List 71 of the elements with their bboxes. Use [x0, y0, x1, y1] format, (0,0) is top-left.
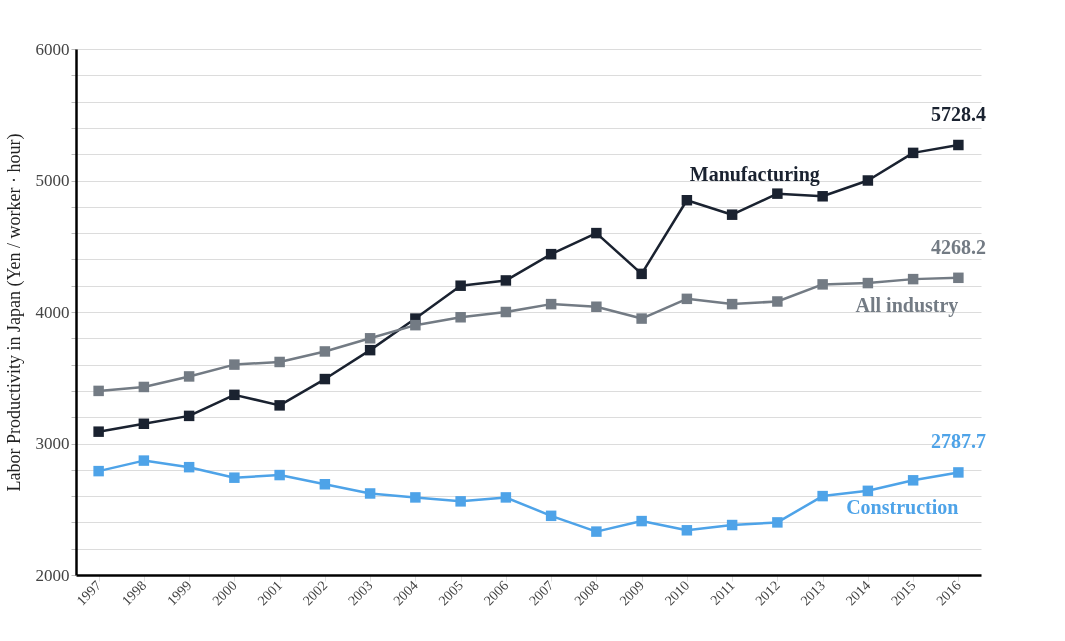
point — [229, 359, 240, 370]
y-tick-label: 4000 — [35, 302, 70, 322]
point — [319, 346, 331, 357]
point — [907, 147, 919, 159]
point — [636, 268, 647, 280]
point — [410, 319, 421, 331]
series-label: Manufacturing — [689, 162, 820, 186]
point — [183, 410, 195, 422]
point — [93, 385, 104, 397]
point — [953, 139, 964, 151]
point — [274, 400, 285, 411]
point — [500, 492, 512, 503]
point — [410, 492, 421, 503]
y-tick-label: 3000 — [35, 434, 70, 453]
point — [93, 465, 104, 477]
annotation: 5728.4 — [930, 103, 986, 125]
point — [93, 426, 104, 437]
point — [817, 191, 828, 202]
point — [229, 389, 240, 401]
annotation: 2787.7 — [930, 430, 986, 453]
point — [681, 194, 693, 206]
series-label: All industry — [855, 293, 959, 317]
point — [953, 272, 964, 284]
point — [274, 469, 285, 481]
point — [545, 248, 557, 260]
point — [364, 488, 376, 499]
point — [726, 519, 738, 531]
point — [274, 356, 285, 368]
x-tick-label: 2011 — [707, 577, 738, 608]
point — [500, 306, 512, 318]
point — [907, 475, 919, 486]
point — [772, 517, 783, 528]
point — [545, 510, 557, 522]
y-tick-label: 6000 — [35, 39, 70, 59]
point — [138, 381, 150, 393]
point — [907, 273, 919, 285]
point — [183, 461, 195, 473]
point — [681, 525, 693, 536]
point — [319, 373, 331, 385]
y-tick-label: 5000 — [35, 171, 70, 190]
point — [862, 485, 874, 497]
point — [455, 312, 466, 323]
point — [817, 490, 828, 502]
point — [319, 479, 331, 490]
point — [772, 188, 783, 199]
point — [636, 313, 647, 324]
point — [229, 472, 240, 483]
point — [772, 296, 783, 307]
point — [726, 298, 738, 310]
point — [138, 455, 150, 466]
point — [183, 371, 195, 382]
point — [455, 280, 466, 291]
point — [953, 467, 964, 478]
series-label: Construction — [846, 496, 959, 519]
point — [591, 301, 602, 312]
y-axis-title: Labor Productivity in Japan (Yen / worker · hour) — [3, 133, 25, 492]
point — [545, 298, 557, 310]
point — [591, 526, 602, 537]
point — [500, 275, 512, 286]
point — [681, 293, 693, 305]
point — [636, 515, 647, 527]
point — [817, 279, 828, 290]
point — [364, 344, 376, 356]
point — [364, 333, 376, 344]
annotation: 4268.2 — [930, 235, 986, 258]
point — [591, 227, 602, 239]
point — [138, 418, 150, 430]
point — [862, 175, 874, 186]
point — [726, 209, 738, 220]
point — [862, 277, 874, 289]
point — [455, 496, 466, 507]
